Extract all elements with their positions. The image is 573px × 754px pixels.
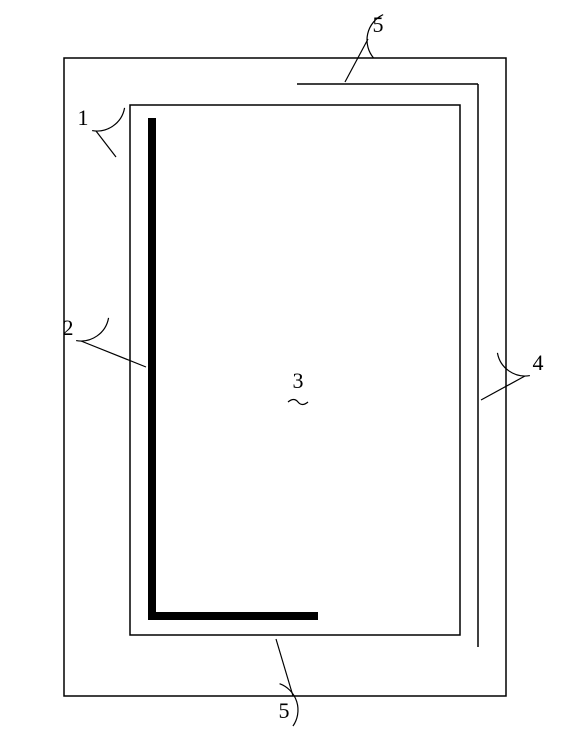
label-2: 2	[63, 315, 74, 340]
thick-l-horizontal	[148, 612, 318, 620]
label-1: 1	[78, 105, 89, 130]
technical-diagram: 3 1 2 4 5 5	[0, 0, 573, 754]
label-4: 4	[533, 350, 544, 375]
label-5bot: 5	[279, 698, 290, 723]
center-label-3: 3	[293, 368, 304, 393]
label-5top: 5	[373, 12, 384, 37]
thick-l-vertical	[148, 118, 156, 620]
